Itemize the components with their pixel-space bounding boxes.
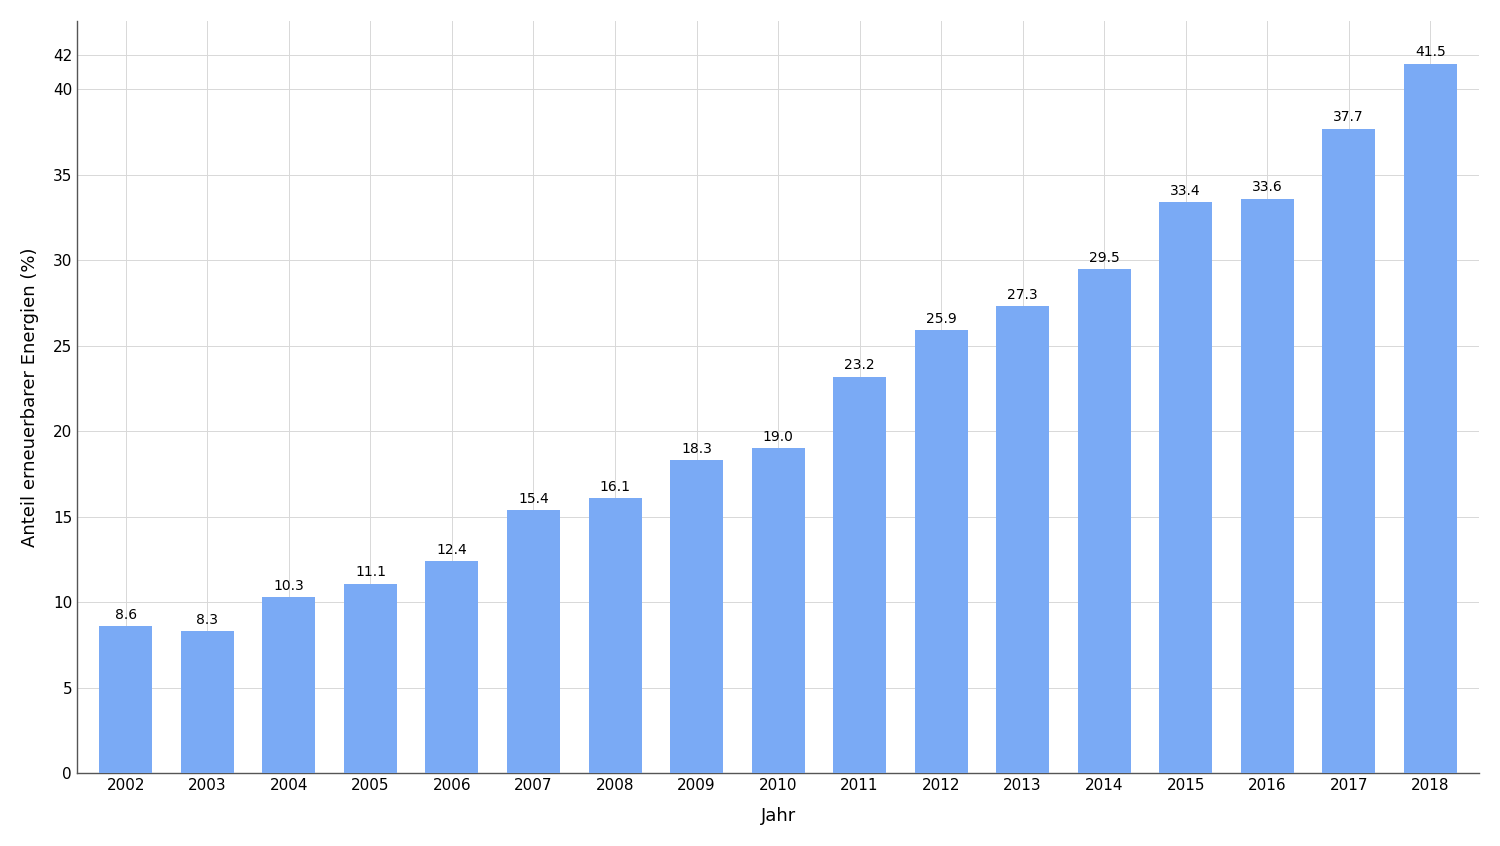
Text: 23.2: 23.2 bbox=[844, 359, 874, 372]
Text: 16.1: 16.1 bbox=[600, 480, 630, 494]
Text: 25.9: 25.9 bbox=[926, 312, 957, 327]
Bar bbox=[99, 626, 153, 773]
Bar bbox=[915, 331, 968, 773]
X-axis label: Jahr: Jahr bbox=[760, 807, 795, 825]
Text: 12.4: 12.4 bbox=[436, 543, 468, 557]
Text: 8.6: 8.6 bbox=[116, 608, 136, 622]
Bar bbox=[1322, 129, 1376, 773]
Bar bbox=[996, 306, 1048, 773]
Bar bbox=[182, 631, 234, 773]
Bar bbox=[344, 584, 398, 773]
Bar bbox=[1240, 199, 1293, 773]
Text: 37.7: 37.7 bbox=[1334, 110, 1364, 124]
Bar bbox=[833, 376, 886, 773]
Text: 33.4: 33.4 bbox=[1170, 184, 1202, 198]
Text: 11.1: 11.1 bbox=[356, 565, 386, 580]
Text: 19.0: 19.0 bbox=[762, 430, 794, 444]
Bar bbox=[1077, 269, 1131, 773]
Text: 29.5: 29.5 bbox=[1089, 250, 1119, 265]
Bar bbox=[262, 597, 315, 773]
Text: 27.3: 27.3 bbox=[1008, 288, 1038, 302]
Text: 41.5: 41.5 bbox=[1414, 46, 1446, 59]
Y-axis label: Anteil erneuerbarer Energien (%): Anteil erneuerbarer Energien (%) bbox=[21, 247, 39, 547]
Text: 8.3: 8.3 bbox=[196, 613, 219, 627]
Bar bbox=[752, 448, 804, 773]
Bar bbox=[588, 498, 642, 773]
Text: 15.4: 15.4 bbox=[518, 492, 549, 506]
Bar bbox=[426, 562, 478, 773]
Bar bbox=[670, 460, 723, 773]
Bar bbox=[1404, 63, 1456, 773]
Text: 10.3: 10.3 bbox=[273, 579, 304, 593]
Bar bbox=[507, 510, 560, 773]
Text: 18.3: 18.3 bbox=[681, 442, 712, 456]
Text: 33.6: 33.6 bbox=[1252, 180, 1282, 195]
Bar bbox=[1160, 202, 1212, 773]
